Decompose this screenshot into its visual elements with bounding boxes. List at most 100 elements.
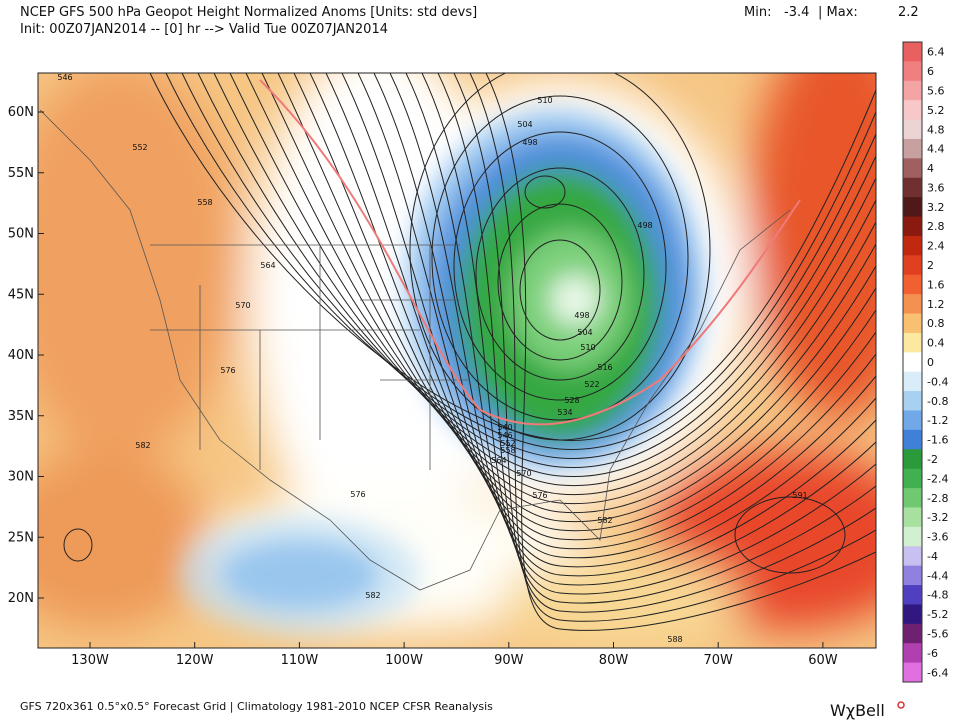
lat-label: 50N [8, 227, 34, 242]
colorbar-label: 0.4 [927, 337, 945, 350]
colorbar-label: 1.6 [927, 278, 945, 291]
contour-label: 498 [574, 311, 589, 320]
contour [63, 528, 93, 562]
contour [309, 73, 876, 532]
init-line: Init: 00Z07JAN2014 -- [0] hr --> Valid T… [20, 22, 388, 37]
contour [519, 239, 601, 341]
title: NCEP GFS 500 hPa Geopot Height Normalize… [20, 5, 477, 20]
contour-label: 576 [350, 490, 365, 499]
contour-label: 510 [580, 343, 595, 352]
contour [165, 73, 876, 450]
colorbar-label: 2.8 [927, 220, 945, 233]
colorbar-swatch [903, 158, 922, 179]
colorbar-swatch [903, 429, 922, 450]
contour [293, 73, 876, 523]
map-frame [37, 72, 877, 649]
colorbar-label: -6.4 [927, 666, 948, 679]
lon-label: 120W [176, 653, 214, 668]
colorbar-label: -0.8 [927, 395, 948, 408]
colorbar-label: 2.4 [927, 240, 945, 253]
colorbar-swatch [903, 235, 922, 256]
colorbar-swatch [903, 410, 922, 431]
colorbar-label: 5.6 [927, 84, 945, 97]
contour [497, 203, 623, 361]
colorbar-swatch [903, 255, 922, 276]
colorbar-label: 0.8 [927, 317, 945, 330]
colorbar-swatch [903, 449, 922, 470]
colorbar-swatch [903, 294, 922, 315]
colorbar-label: -1.2 [927, 414, 948, 427]
colorbar-swatch [903, 585, 922, 605]
lat-label: 55N [8, 166, 34, 181]
contour [405, 73, 876, 586]
contour-label: 570 [235, 301, 250, 310]
contour [734, 496, 846, 574]
contour [389, 73, 876, 577]
colorbar-swatch [903, 177, 922, 198]
lon-label: 90W [494, 653, 524, 668]
contour-label: 576 [220, 366, 235, 375]
lon-label: 80W [599, 653, 629, 668]
contour-label: 564 [491, 456, 506, 465]
contour-label: 576 [532, 491, 547, 500]
contour-label: 504 [577, 328, 592, 337]
contour-label: 534 [557, 408, 572, 417]
lat-label: 25N [8, 530, 34, 545]
colorbar-swatch [903, 100, 922, 121]
lon-label: 100W [385, 653, 423, 668]
contour-label: 546 [497, 431, 512, 440]
colorbar-label: 3.2 [927, 201, 945, 214]
colorbar-swatch [903, 546, 922, 567]
contour-label: 582 [135, 441, 150, 450]
lat-label: 35N [8, 409, 34, 424]
logo-dot [897, 701, 905, 709]
contour [431, 95, 689, 421]
contour-label: 498 [637, 221, 652, 230]
borders [39, 109, 791, 591]
colorbar-label: -5.2 [927, 608, 948, 621]
colorbar-swatch [903, 42, 922, 62]
colorbar-swatch [903, 352, 922, 373]
contour-label: 570 [516, 469, 531, 478]
contour-label: 510 [537, 96, 552, 105]
colorbar-label: -4.4 [927, 569, 948, 582]
contour [485, 73, 876, 631]
colorbar-label: 0 [927, 356, 934, 369]
min-label: Min: [744, 5, 771, 20]
colorbar-frame [902, 41, 923, 683]
contour-label: 591 [792, 491, 807, 500]
contour [181, 73, 876, 459]
colorbar-label: 5.2 [927, 104, 945, 117]
colorbar-swatch [903, 61, 922, 82]
colorbar-swatch [903, 468, 922, 489]
contour [325, 73, 876, 541]
zero-line [259, 79, 801, 426]
contour [453, 73, 876, 613]
colorbar-swatch [903, 526, 922, 547]
lat-label: 30N [8, 470, 34, 485]
contour [213, 73, 876, 478]
colorbar-label: -5.6 [927, 628, 948, 641]
colorbar-swatch [903, 565, 922, 586]
colorbar-swatch [903, 391, 922, 411]
colorbar-label: -1.6 [927, 434, 948, 447]
contour-label: 558 [500, 446, 515, 455]
contour [261, 73, 876, 505]
colorbar-label: -6 [927, 647, 938, 660]
colorbar-swatch [903, 488, 922, 508]
footer-source: GFS 720x361 0.5°x0.5° Forecast Grid | Cl… [20, 700, 493, 713]
contour-label: 528 [564, 396, 579, 405]
contour-labels: 5465525585645705765825105044984984985045… [57, 73, 807, 644]
colorbar-label: 6 [927, 65, 934, 78]
min-value: -3.4 [784, 5, 809, 20]
colorbar-label: 6.4 [927, 46, 945, 59]
contour-label: 516 [597, 363, 612, 372]
contour-label: 522 [584, 380, 599, 389]
colorbar-swatch [903, 274, 922, 295]
colorbar-swatch [903, 662, 922, 683]
map-field: 5465525585645705765825105044984984985045… [38, 73, 876, 648]
lon-label: 130W [71, 653, 109, 668]
lat-label: 20N [8, 591, 34, 606]
colorbar-label: 1.2 [927, 298, 945, 311]
contour-label: 582 [597, 516, 612, 525]
